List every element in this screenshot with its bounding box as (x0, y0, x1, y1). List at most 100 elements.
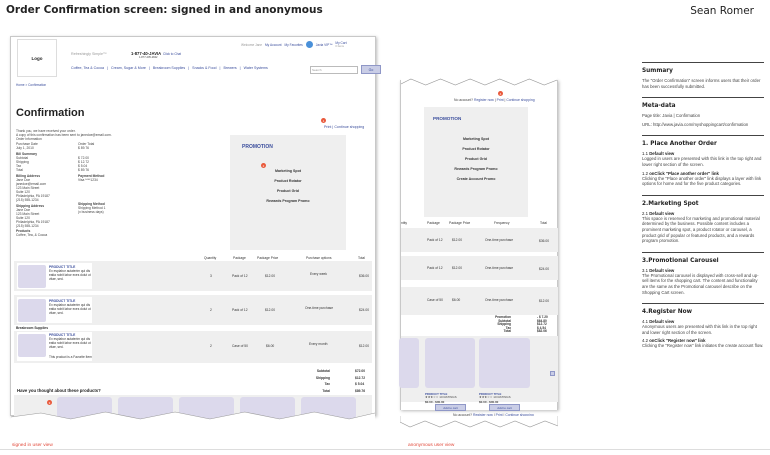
register-now-section: 4.Register Now 4.1 Default view Anonymou… (642, 303, 764, 349)
product-title[interactable]: PRODUCT TITLE (49, 299, 76, 303)
my-cart-link[interactable]: My Cart (335, 41, 347, 45)
suggestions-heading: Have you thought about these products? (17, 388, 101, 393)
print-link[interactable]: Print (496, 98, 504, 102)
register-now-link[interactable]: Register now (474, 98, 494, 102)
bill-total-value: $ 89.76 (78, 168, 89, 172)
carousel-tile[interactable] (118, 397, 173, 419)
summary-section: Summary The "Order Confirmation" screen … (642, 62, 764, 89)
col-package: Package (427, 221, 440, 225)
phone-number: 1-877-40-JAVIA (131, 51, 162, 56)
purchase-date-value: July 1, 2010 (16, 146, 34, 150)
carousel-tile[interactable] (399, 338, 419, 388)
shipping-line: Jane Doe (16, 208, 31, 212)
section-heading: Summary (642, 68, 673, 74)
nav-cream-sugar[interactable]: Cream, Sugar & More (110, 66, 146, 70)
continue-shopping-link[interactable]: Continue shopping (506, 98, 535, 102)
promotion-heading: PROMOTION (433, 116, 462, 121)
billing-line: Suite 120 (16, 190, 30, 194)
frequency-select[interactable]: One-time purchase (485, 298, 514, 302)
item-purchase-option[interactable]: Every week (310, 272, 328, 276)
search-go-button[interactable]: Go (361, 65, 381, 74)
annotation-badge-2: 2 (261, 163, 266, 168)
product-thumbnail[interactable] (18, 299, 46, 322)
rewards-program-promo[interactable]: Rewards Program Promo (266, 199, 310, 203)
product-rotator[interactable]: Product Rotator (274, 179, 302, 183)
product-rotator[interactable]: Product Rotator (462, 147, 490, 151)
item-purchase-option[interactable]: One-time purchase (305, 306, 334, 310)
promotion-heading: PROMOTION (242, 144, 273, 150)
phone-number-alt: 1-877-405-2842 (139, 56, 158, 59)
click-to-chat-link[interactable]: Click to Chat (163, 52, 182, 56)
item-package: Case of 50 (232, 344, 248, 348)
my-favorites-link[interactable]: My Favorites (284, 42, 303, 47)
product-title[interactable]: PRODUCT TITLE (49, 265, 76, 269)
product-desc: Ex esplabor autaterim qui dis eatia nobi… (49, 337, 91, 349)
nav-snacks-food[interactable]: Snacks & Food (192, 66, 217, 70)
marketing-spot[interactable]: Marketing Spot (275, 169, 301, 173)
register-now-link[interactable]: Register now (473, 413, 493, 417)
carousel-tile[interactable] (479, 338, 530, 388)
col-purchase-options: Purchase options (306, 256, 332, 260)
item-total: $12.00 (359, 344, 370, 348)
item-purchase-option[interactable]: Every month (309, 342, 328, 346)
anonymous-caption: anonymous user view (408, 443, 455, 448)
anon-totals-values: - $ 7.20 $64.80 $12.72 $ 4.54 $82.06 (537, 315, 548, 334)
table-row: PRODUCT TITLE Ex esplabor autaterim qui … (14, 331, 372, 363)
signed-in-caption: signed in user view (12, 443, 53, 448)
page-title: Order Confirmation screen: signed in and… (6, 4, 323, 16)
col-package-price: Package Price (257, 256, 279, 260)
product-grid[interactable]: Product Grid (465, 157, 487, 161)
item-qty: 2 (210, 344, 212, 348)
promotional-carousel: PRODUCT TITLE PRODUCT TITLE (399, 336, 558, 402)
search-input[interactable]: Search (310, 66, 358, 74)
carousel-tile[interactable] (240, 397, 295, 419)
table-row: PRODUCT TITLE Ex esplabor autaterim qui … (14, 295, 372, 325)
carousel-tile[interactable] (179, 397, 234, 419)
add-to-cart-button[interactable]: Add to cart (489, 404, 520, 411)
product-thumbnail[interactable] (18, 334, 46, 357)
billing-line: Philadelphia, PA 19187 (16, 194, 50, 198)
java-vip-link[interactable]: Javia VIP™ (315, 42, 333, 47)
annotation-badge-3: 3 (47, 400, 52, 405)
bill-total-label: Total (16, 168, 23, 172)
frequency-select[interactable]: One-time purchase (485, 238, 514, 242)
create-account-promo[interactable]: Create Account Promo (456, 177, 496, 181)
print-link[interactable]: Print (324, 125, 332, 129)
product-grid[interactable]: Product Grid (277, 189, 299, 193)
thanks-text: Thank you, we have received your order. (16, 129, 76, 133)
order-total-label: Order Total (78, 142, 95, 146)
anon-totals-labels: Promotion Subtotal Shipping Tax Total (495, 315, 511, 334)
add-to-cart-button[interactable]: Add to cart (435, 404, 466, 411)
carousel-next-icon[interactable] (550, 371, 555, 376)
carousel-tile[interactable] (425, 338, 475, 388)
nav-breakroom-supplies[interactable]: Breakroom Supplies (152, 66, 186, 70)
my-account-link[interactable]: My Account (265, 42, 282, 47)
vip-icon (305, 41, 313, 48)
rewards-program-promo[interactable]: Rewards Program Promo (454, 167, 498, 171)
continue-shopping-link[interactable]: Continue shopping (505, 413, 534, 417)
product-thumbnail[interactable] (18, 265, 46, 288)
shipping-method-label: Shipping Method (78, 202, 105, 206)
billing-line: Jane Doe (16, 178, 31, 182)
product-title[interactable]: PRODUCT TITLE (49, 333, 76, 337)
nav-brewers[interactable]: Brewers (223, 66, 237, 70)
nav-water-systems[interactable]: Water Systems (243, 66, 268, 70)
totals-labels: Subtotal Shipping Tax Total (315, 369, 330, 393)
purchase-date-block: Purchase Date July 1, 2010 Bill Summary … (16, 142, 50, 237)
logo[interactable]: Logo (17, 39, 57, 77)
print-link[interactable]: Print (495, 413, 503, 417)
product-title[interactable]: PRODUCT TITLE (479, 392, 502, 396)
bill-subtotal-value: $ 72.00 (78, 156, 89, 160)
purchase-date-label: Purchase Date (16, 142, 38, 146)
group-breakroom-label: Breakroom Supplies (16, 326, 49, 330)
marketing-spot[interactable]: Marketing Spot (463, 137, 489, 141)
nav-coffee-tea-cocoa[interactable]: Coffee, Tea & Cocoa (71, 66, 105, 70)
breadcrumb[interactable]: Home > Confirmation (16, 83, 47, 87)
continue-shopping-link[interactable]: Continue shopping (334, 125, 365, 129)
tagline: Refreshingly Simple™ (71, 52, 107, 56)
product-title[interactable]: PRODUCT TITLE (425, 392, 448, 396)
price-range: $0.00 - $00.00 (425, 400, 445, 404)
section-heading: 2.Marketing Spot (642, 200, 699, 207)
frequency-select[interactable]: One-time purchase (485, 266, 514, 270)
shipping-line: (215) 555-1234 (16, 224, 39, 228)
